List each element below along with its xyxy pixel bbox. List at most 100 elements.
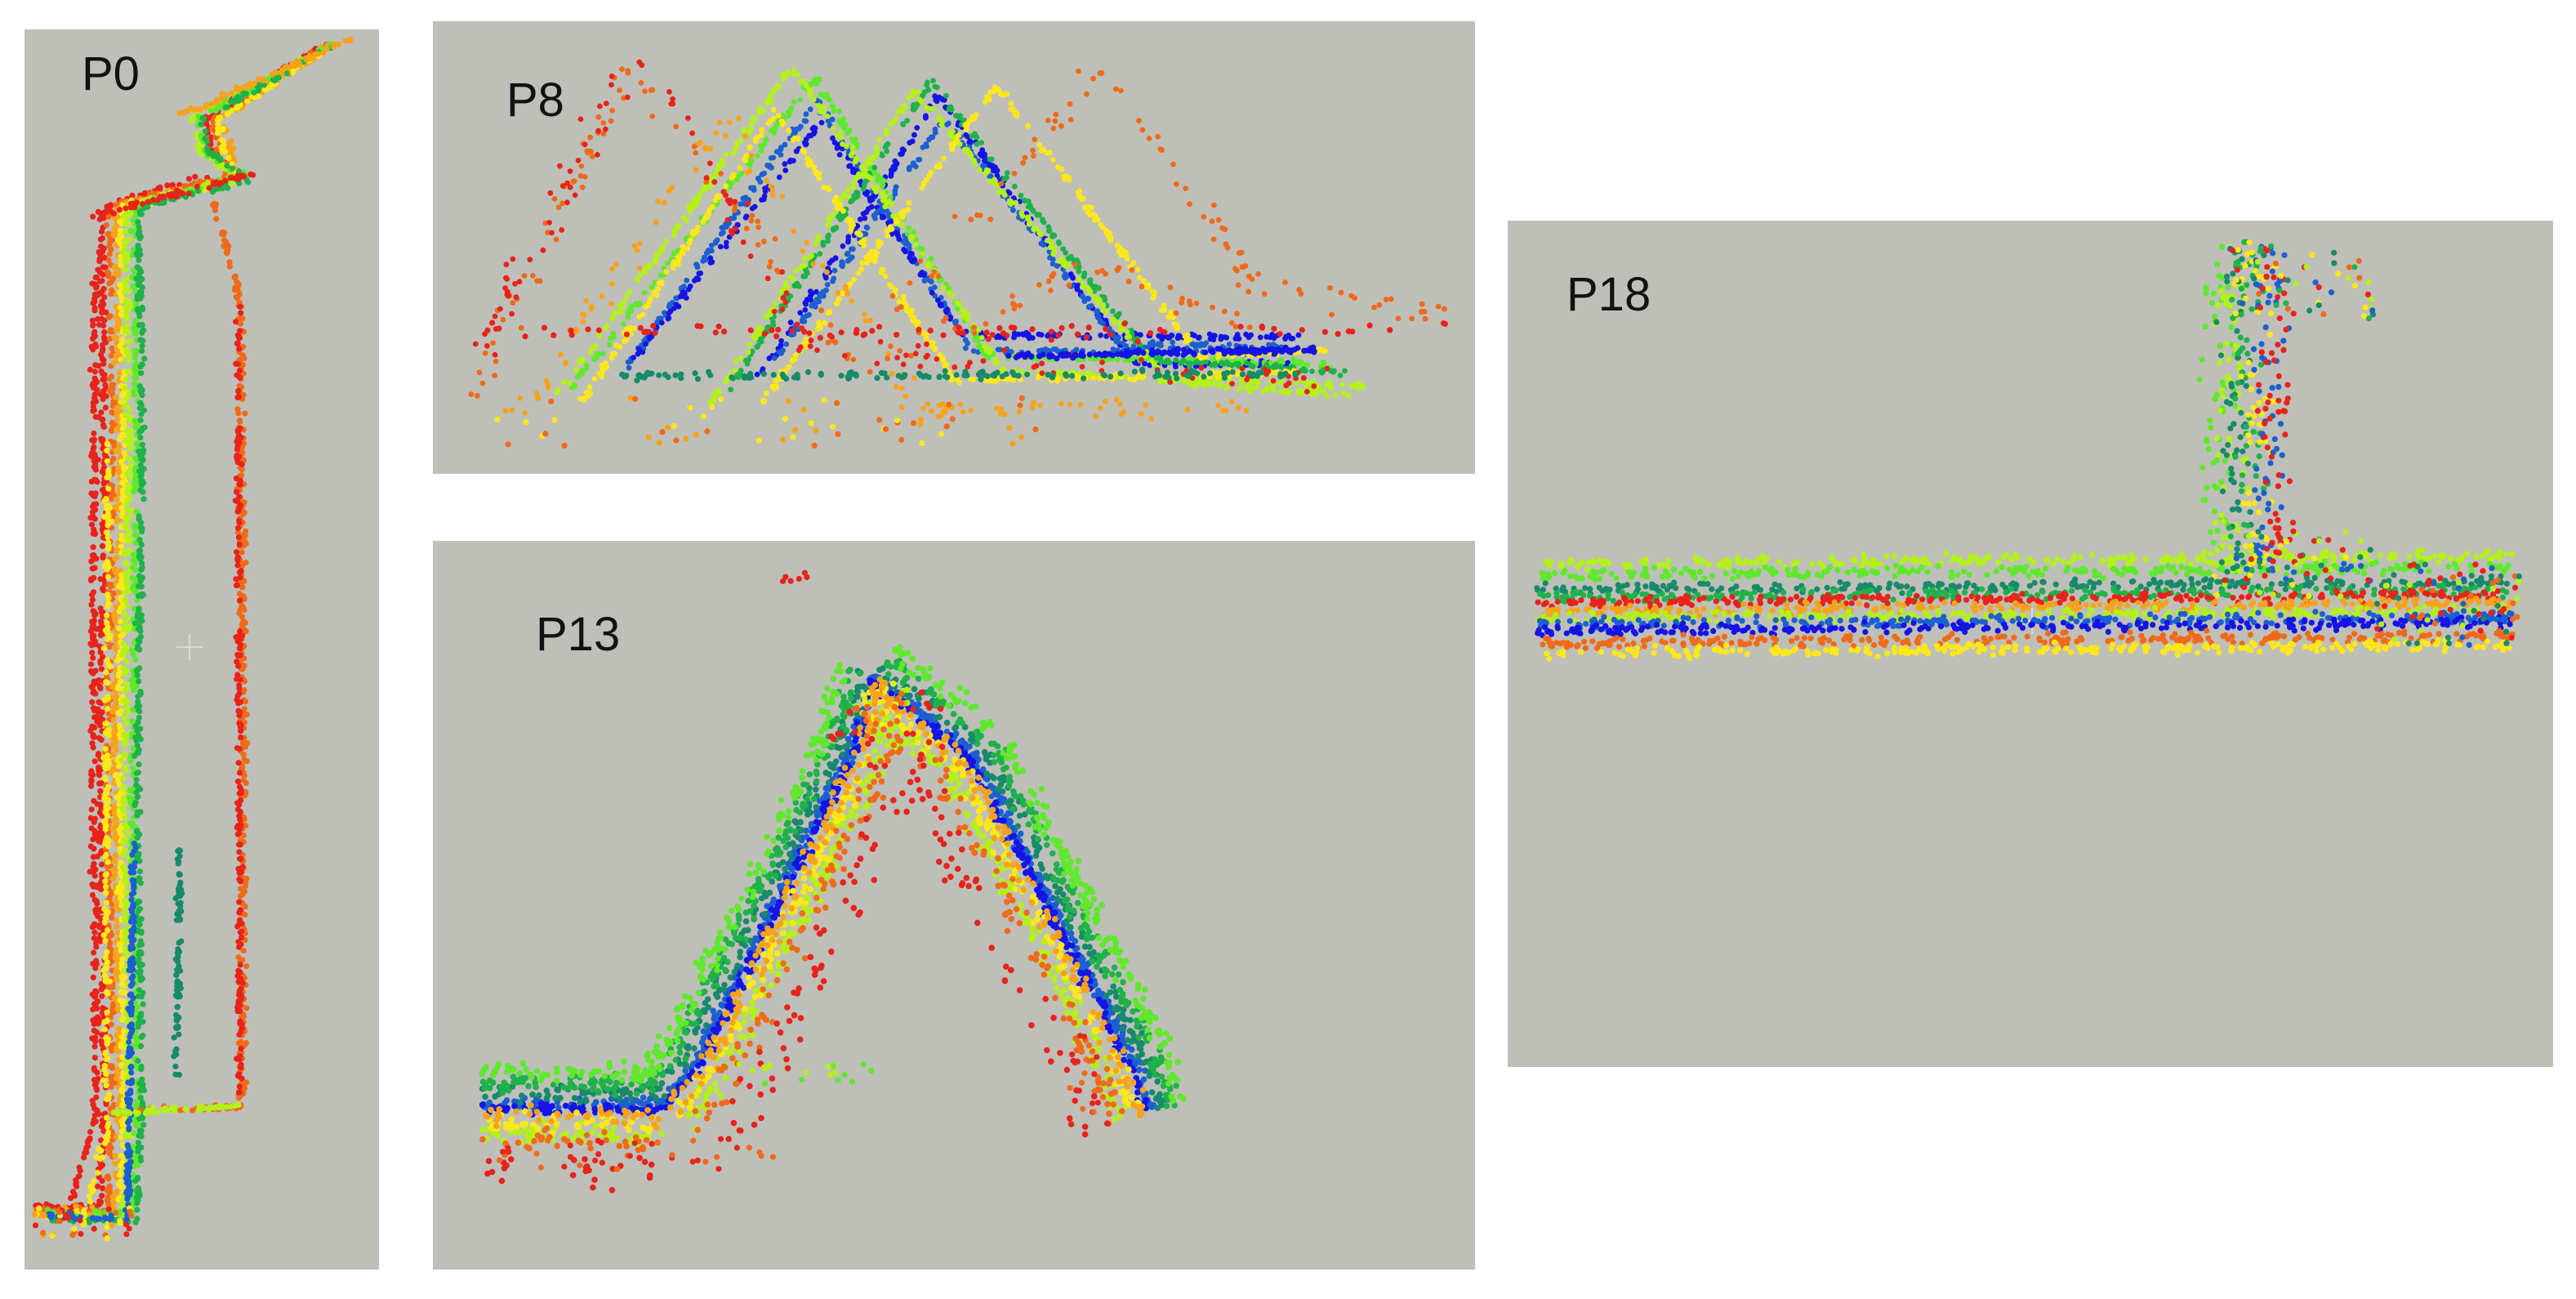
trajectory-point (136, 537, 143, 543)
trajectory-point (137, 400, 144, 406)
trajectory-point (123, 412, 129, 418)
trajectory-point (347, 36, 354, 42)
trajectory-point (104, 1009, 110, 1016)
trajectory-point (1257, 334, 1263, 341)
trajectory-point (243, 788, 249, 796)
trajectory-point (1015, 331, 1022, 337)
trajectory-point (124, 498, 131, 504)
trajectory-point (87, 1199, 94, 1205)
trajectory-point (87, 661, 94, 667)
trajectory-point (105, 984, 112, 990)
trajectory-point (114, 917, 120, 924)
trajectory-point (122, 715, 128, 721)
trajectory-point (236, 1056, 243, 1063)
trajectory-point (198, 121, 204, 127)
trajectory-point (126, 623, 132, 630)
trajectory-point (212, 99, 219, 105)
trajectory-point (128, 1021, 135, 1028)
trajectory-point (134, 296, 141, 302)
trajectory-point (135, 219, 141, 225)
trajectory-point (238, 993, 245, 1000)
trajectory-point (131, 802, 138, 809)
trajectory-point (127, 462, 134, 469)
trajectory-point (137, 880, 144, 886)
trajectory-point (134, 703, 140, 710)
trajectory-point (276, 74, 283, 81)
trajectory-point (700, 258, 706, 264)
trajectory-point (77, 1167, 83, 1174)
trajectory-point (118, 757, 125, 764)
trajectory-point (236, 1089, 243, 1096)
trajectory-point (123, 658, 130, 665)
trajectory-point (118, 1061, 126, 1068)
trajectory-point (102, 404, 109, 411)
trajectory-point (129, 1077, 136, 1084)
trajectory-point (56, 1218, 62, 1225)
trajectory-point (139, 361, 145, 368)
trajectory-point (93, 1094, 100, 1100)
trajectory-point (129, 943, 136, 949)
trajectory-point (91, 589, 97, 596)
trajectory-point (235, 939, 242, 945)
trajectory-point (216, 164, 223, 171)
trajectory-point (1207, 336, 1214, 342)
trajectory-point (134, 422, 140, 428)
trajectory-point (122, 523, 129, 530)
trajectory-point (237, 645, 243, 652)
trajectory-point (157, 194, 163, 200)
trajectory-point (92, 362, 99, 368)
trajectory-point (140, 591, 147, 598)
trajectory-point (127, 1064, 134, 1070)
trajectory-point (724, 223, 730, 230)
trajectory-point (93, 1079, 100, 1086)
trajectory-point (234, 427, 242, 434)
trajectory-point (906, 245, 912, 252)
trajectory-point (133, 457, 140, 464)
trajectory-point (119, 480, 126, 486)
trajectory-point (113, 394, 119, 401)
crosshair-marker (176, 634, 203, 660)
trajectory-point (109, 1194, 116, 1201)
trajectory-point (99, 993, 105, 999)
trajectory-point (194, 183, 200, 190)
trajectory-point (122, 917, 128, 924)
trajectory-point (110, 867, 117, 873)
trajectory-point (237, 770, 243, 776)
trajectory-point (213, 153, 220, 159)
trajectory-point (127, 1087, 134, 1094)
trajectory-point (235, 525, 242, 531)
trajectory-point (635, 350, 641, 357)
trajectory-point (123, 228, 129, 234)
trajectory-point (100, 645, 107, 652)
trajectory-point (137, 337, 144, 343)
trajectory-point (244, 739, 251, 747)
trajectory-point (123, 602, 131, 609)
trajectory-point (123, 927, 130, 934)
trajectory-point (101, 329, 108, 336)
trajectory-point (124, 699, 131, 706)
trajectory-point (99, 709, 105, 716)
trajectory-point (658, 319, 665, 326)
trajectory-point (118, 708, 125, 714)
trajectory-point (1159, 336, 1165, 342)
trajectory-point (113, 852, 119, 859)
trajectory-point (238, 868, 245, 875)
trajectory-point (97, 801, 104, 808)
trajectory-point (138, 520, 145, 526)
trajectory-point (102, 937, 109, 944)
trajectory-point (91, 380, 97, 386)
trajectory-point (103, 679, 109, 685)
trajectory-point (90, 213, 96, 220)
p0-trajectory-plot (31, 36, 354, 1242)
trajectory-point (132, 734, 139, 741)
trajectory-point (117, 435, 123, 442)
trajectory-point (118, 1162, 124, 1168)
trajectory-point (104, 799, 110, 806)
trajectory-point (176, 1014, 182, 1021)
trajectory-point (149, 190, 155, 196)
trajectory-point (236, 493, 243, 500)
trajectory-point (105, 909, 111, 916)
trajectory-point (124, 1173, 131, 1180)
trajectory-point (103, 496, 109, 502)
trajectory-point (118, 1016, 125, 1023)
